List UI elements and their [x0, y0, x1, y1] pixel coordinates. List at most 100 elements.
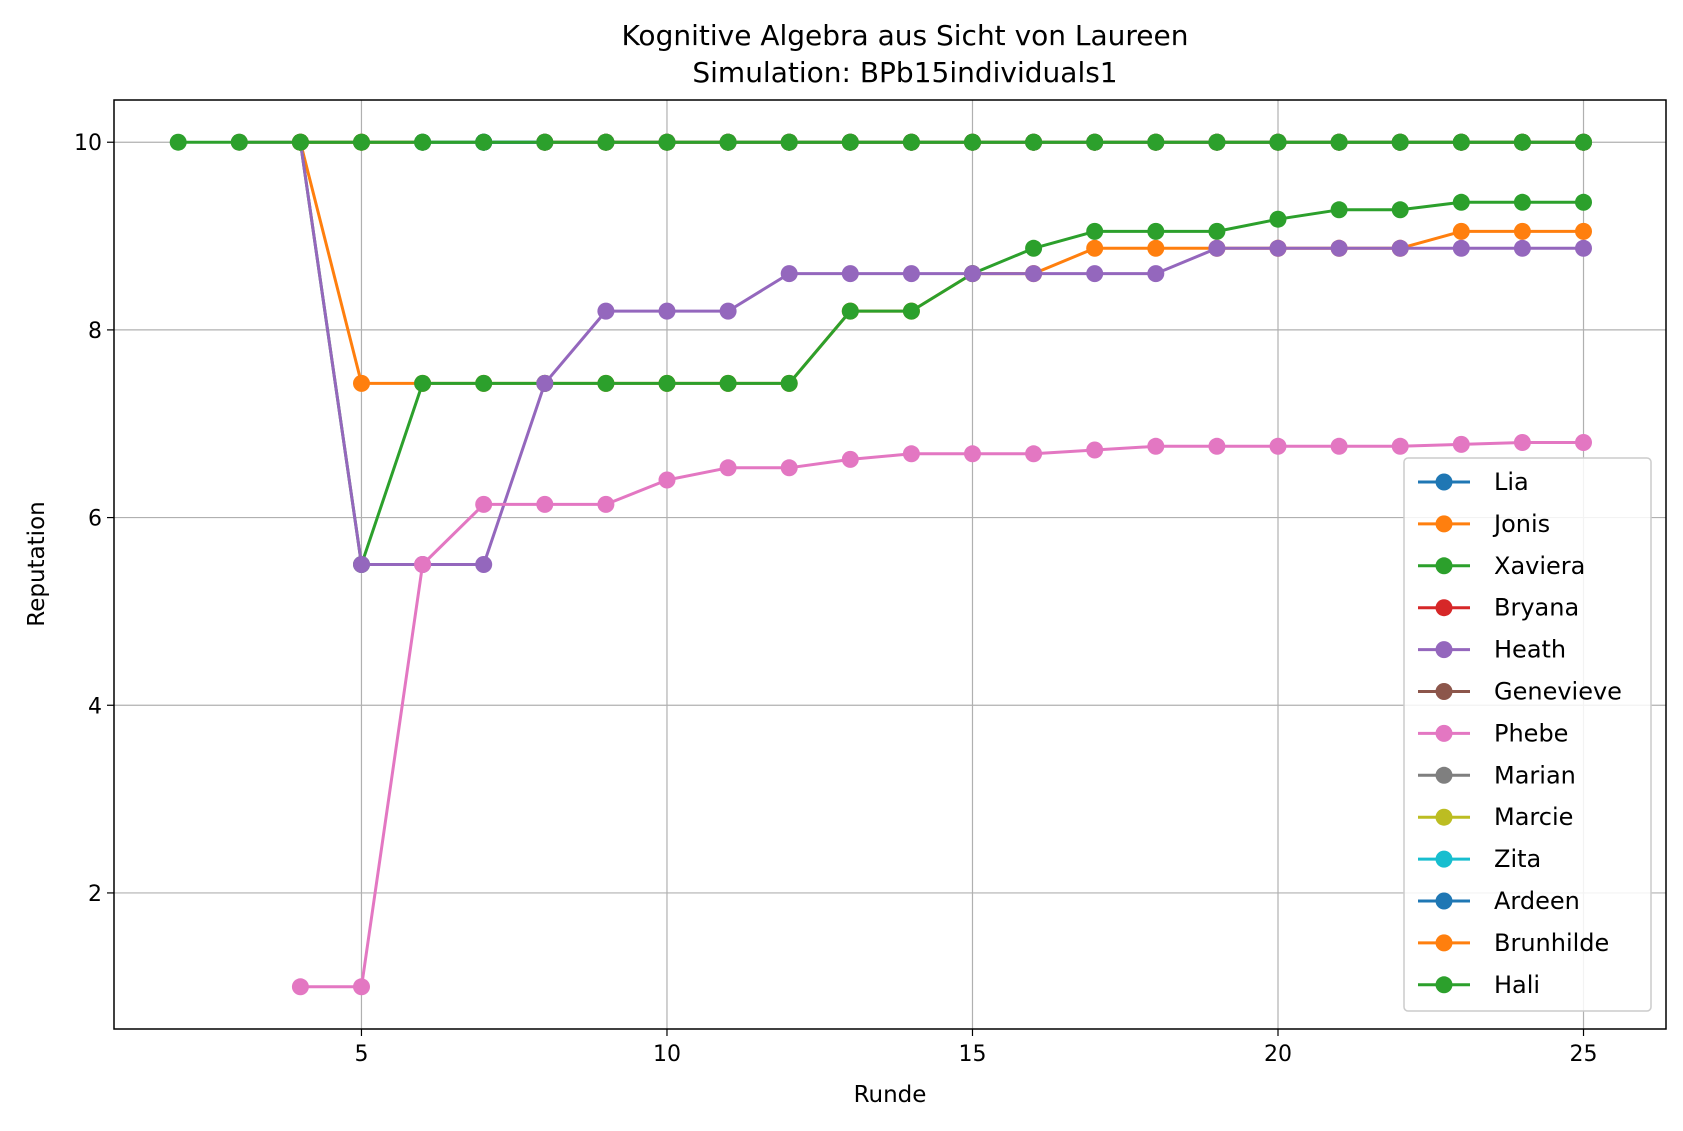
- data-point-hali: [1330, 133, 1348, 151]
- data-point-phebe: [475, 495, 493, 513]
- legend-marker-hali: [1435, 976, 1453, 994]
- data-point-hali: [597, 133, 615, 151]
- data-point-heath: [1330, 239, 1348, 257]
- chart-subtitle: Simulation: BPb15individuals1: [692, 56, 1117, 89]
- data-point-heath: [1086, 265, 1104, 283]
- data-point-xaviera: [658, 374, 676, 392]
- y-tick-label: 8: [88, 319, 102, 344]
- legend-entry-zita: Zita: [1418, 845, 1541, 873]
- data-point-jonis: [1513, 222, 1531, 240]
- data-point-heath: [964, 265, 981, 283]
- legend-label-zita: Zita: [1494, 845, 1541, 873]
- data-point-hali: [414, 133, 432, 151]
- data-point-xaviera: [902, 302, 920, 320]
- plot-frame: [113, 99, 1667, 1030]
- data-point-hali: [964, 133, 981, 151]
- data-point-heath: [1513, 239, 1531, 257]
- legend-label-jonis: Jonis: [1492, 510, 1550, 538]
- data-point-heath: [1208, 239, 1226, 257]
- legend-entry-marian: Marian: [1418, 761, 1576, 789]
- legend-entry-heath: Heath: [1418, 636, 1566, 664]
- data-point-phebe: [536, 495, 554, 513]
- data-point-xaviera: [1086, 222, 1104, 240]
- legend-marker-brunhilde: [1435, 934, 1453, 952]
- data-point-xaviera: [719, 374, 737, 392]
- data-point-hali: [536, 133, 554, 151]
- plot-series: [169, 133, 1592, 996]
- legend-entry-hali: Hali: [1418, 971, 1540, 999]
- legend-marker-bryana: [1435, 599, 1453, 617]
- data-point-hali: [353, 133, 370, 151]
- legend-label-heath: Heath: [1494, 636, 1566, 664]
- data-point-xaviera: [1330, 201, 1348, 219]
- legend-label-phebe: Phebe: [1494, 719, 1568, 747]
- legend-marker-lia: [1435, 473, 1453, 491]
- legend-entry-brunhilde: Brunhilde: [1418, 929, 1609, 957]
- data-point-hali: [719, 133, 737, 151]
- legend-label-xaviera: Xaviera: [1494, 552, 1585, 580]
- data-point-phebe: [1147, 437, 1165, 455]
- data-point-xaviera: [1513, 193, 1531, 211]
- data-point-hali: [1513, 133, 1531, 151]
- data-point-heath: [841, 265, 859, 283]
- data-point-jonis: [353, 374, 370, 392]
- legend-label-genevieve: Genevieve: [1494, 678, 1622, 706]
- series-phebe: [291, 434, 1592, 996]
- y-tick-label: 2: [88, 882, 102, 907]
- data-point-hali: [1391, 133, 1409, 151]
- legend-marker-marcie: [1435, 808, 1453, 826]
- data-point-xaviera: [1452, 193, 1470, 211]
- data-point-xaviera: [1147, 222, 1165, 240]
- data-point-phebe: [291, 978, 309, 996]
- data-point-hali: [475, 133, 493, 151]
- legend-entry-genevieve: Genevieve: [1418, 678, 1622, 706]
- data-point-jonis: [1147, 239, 1165, 257]
- x-axis-label: Runde: [854, 1082, 927, 1108]
- legend-entry-xaviera: Xaviera: [1418, 552, 1585, 580]
- data-point-hali: [1575, 133, 1592, 151]
- data-point-phebe: [1086, 441, 1104, 459]
- legend-marker-ardeen: [1435, 892, 1453, 910]
- legend-marker-xaviera: [1435, 557, 1453, 575]
- legend-marker-heath: [1435, 641, 1453, 659]
- data-point-heath: [1269, 239, 1287, 257]
- data-point-heath: [902, 265, 920, 283]
- x-tick-label: 20: [1264, 1042, 1292, 1067]
- y-tick-label: 6: [88, 507, 102, 532]
- data-point-phebe: [780, 459, 798, 477]
- data-point-heath: [719, 302, 737, 320]
- y-tick-label: 4: [88, 694, 102, 719]
- data-point-heath: [658, 302, 676, 320]
- data-point-heath: [1575, 239, 1592, 257]
- data-point-phebe: [1575, 434, 1592, 451]
- x-axis-ticks: 5 10 15 20 25: [354, 1029, 1598, 1067]
- legend-entry-bryana: Bryana: [1418, 594, 1579, 622]
- data-point-phebe: [1330, 437, 1348, 455]
- legend-marker-marian: [1435, 766, 1453, 784]
- y-tick-label: 10: [74, 131, 102, 156]
- data-point-heath: [597, 302, 615, 320]
- series-line-xaviera: [298, 141, 1584, 566]
- data-point-phebe: [964, 445, 981, 463]
- data-point-phebe: [414, 556, 432, 573]
- legend-label-bryana: Bryana: [1494, 594, 1579, 622]
- data-point-hali: [169, 133, 187, 151]
- data-point-hali: [1208, 133, 1226, 151]
- data-point-heath: [1452, 239, 1470, 257]
- data-point-xaviera: [1575, 193, 1592, 211]
- data-point-hali: [1025, 133, 1043, 151]
- x-tick-label: 15: [958, 1042, 986, 1067]
- data-point-phebe: [597, 495, 615, 513]
- data-point-heath: [1391, 239, 1409, 257]
- data-point-hali: [1147, 133, 1165, 151]
- data-point-xaviera: [841, 302, 859, 320]
- data-point-hali: [1269, 133, 1287, 151]
- legend-marker-phebe: [1435, 724, 1453, 742]
- data-point-hali: [841, 133, 859, 151]
- legend-label-marian: Marian: [1494, 761, 1576, 789]
- x-tick-label: 25: [1570, 1042, 1598, 1067]
- legend-marker-zita: [1435, 850, 1453, 868]
- data-point-phebe: [1391, 437, 1409, 455]
